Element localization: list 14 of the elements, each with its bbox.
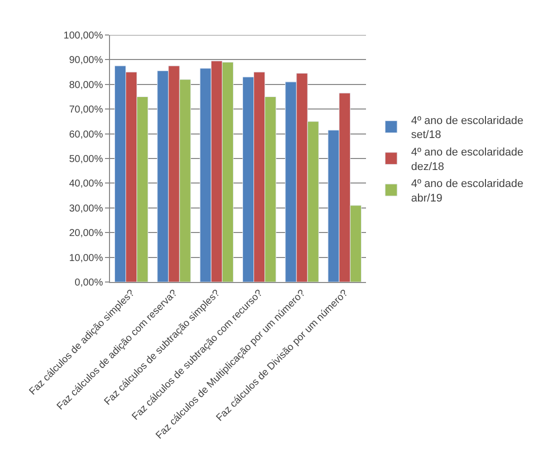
y-tick-label: 80,00% [69,80,104,91]
y-tick-label: 90,00% [69,55,104,66]
y-tick-label: 20,00% [69,228,104,240]
legend-label: 4º ano de escolaridade set/18 [411,114,524,142]
y-tick-label: 40,00% [69,178,104,190]
y-tick-label: 70,00% [69,104,104,116]
legend-label: 4º ano de escolaridade dez/18 [411,146,524,173]
y-tick-label: 50,00% [69,154,104,165]
y-tick-label: 100,00% [64,30,104,42]
y-tick-label: 0,00% [74,278,104,288]
y-tick-label: 10,00% [69,252,104,264]
y-tick-label: 60,00% [69,129,104,140]
y-tick-label: 30,00% [69,203,104,214]
legend-label: 4º ano de escolaridade abr/19 [411,178,524,204]
